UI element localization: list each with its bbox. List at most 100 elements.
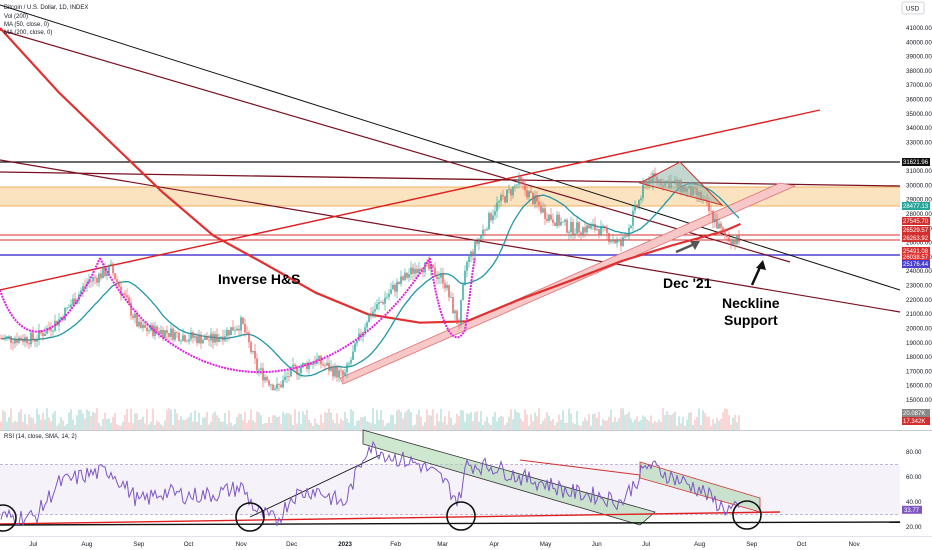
candle [24,334,26,348]
volume-bar [674,411,676,430]
rsi-descending-channel [362,429,656,526]
candle [556,210,558,229]
neckline-label: Neckline [722,295,780,311]
volume-bar [92,411,94,430]
volume-bar [480,411,482,430]
candle [358,328,360,342]
descending-trendline-dark-red[interactable] [0,159,901,313]
volume-bar [538,408,540,430]
volume-bar [118,425,120,430]
volume-bar [546,412,548,430]
candle [418,261,420,275]
volume-bar [680,423,682,430]
candle [572,218,574,241]
time-tick-label: Oct [184,541,194,548]
volume-bar [278,416,280,430]
volume-bar [498,417,500,430]
volume-bar [204,417,206,430]
candle [92,274,94,287]
candle [300,363,302,378]
descending-trendline-upper-red[interactable] [0,29,791,263]
candle [446,281,448,291]
candle [52,329,54,336]
candle [272,383,274,391]
volume-bar [236,417,238,430]
volume-bar [430,415,432,430]
candle [492,209,494,225]
volume-bar [636,416,638,430]
volume-bar [174,408,176,430]
volume-bar [238,413,240,430]
volume-bar [354,425,356,430]
ascending-support-channel[interactable] [339,182,797,385]
time-tick-label: Sep [133,541,145,548]
candle [298,366,300,381]
candle [466,260,468,278]
price-tick-label: 36000.00 [906,97,932,104]
candle [394,283,396,297]
candle [218,333,220,343]
volume-bar [190,412,192,430]
flat-resistance-trendline[interactable] [0,171,901,187]
volume-bar [210,421,212,430]
volume-bar [186,418,188,430]
candle [250,340,252,355]
candle [342,369,344,382]
support-label: Support [724,312,778,328]
volume-bar [164,420,166,430]
volume-bar [348,422,350,430]
ascending-trendline-red[interactable] [0,109,821,291]
candle [166,325,168,340]
volume-bar [484,420,486,430]
volume-bar [48,417,50,430]
volume-bar [526,414,528,430]
volume-bar [124,414,126,430]
candle [254,343,256,364]
candle [386,292,388,300]
volume-bar [128,422,130,430]
candle [120,281,122,301]
volume-bar [620,408,622,430]
price-tick-label: 37000.00 [906,82,932,89]
volume-bar [652,423,654,430]
volume-bar [146,409,148,430]
currency-button[interactable] [901,1,925,15]
volume-bar [518,413,520,430]
candle [498,199,500,210]
candle [576,216,578,234]
volume-bar [384,425,386,430]
candle [104,262,106,278]
volume-bar [240,414,242,430]
volume-bar [16,421,18,430]
volume-bar [506,422,508,430]
volume-bar [374,423,376,430]
time-axis-ticks: Jul Aug Sep Oct Nov Dec 2023 Feb Mar Apr May Jun Jul… [29,541,860,548]
descending-trendline-black[interactable] [0,4,901,291]
candle [302,361,304,369]
candle [196,332,198,346]
volume-bar [454,423,456,430]
candle [228,329,230,341]
candle [172,326,174,345]
volume-bar [574,424,576,430]
volume-bar [38,414,40,430]
candle [548,213,550,223]
candle [372,306,374,319]
candle [480,235,482,240]
rsi-tick-label: 60.00 [906,474,922,481]
candle [462,281,464,301]
volume-bar [692,424,694,430]
volume-bar [426,409,428,430]
candle [346,361,348,379]
candle [128,294,130,304]
candle [102,263,104,279]
time-tick-label: Nov [236,541,248,548]
candle [240,315,242,337]
candle [578,221,580,238]
candle [256,353,258,375]
candle [622,234,624,248]
volume-bar [14,420,16,430]
volume-bar [646,419,648,430]
volume-bar [318,424,320,430]
